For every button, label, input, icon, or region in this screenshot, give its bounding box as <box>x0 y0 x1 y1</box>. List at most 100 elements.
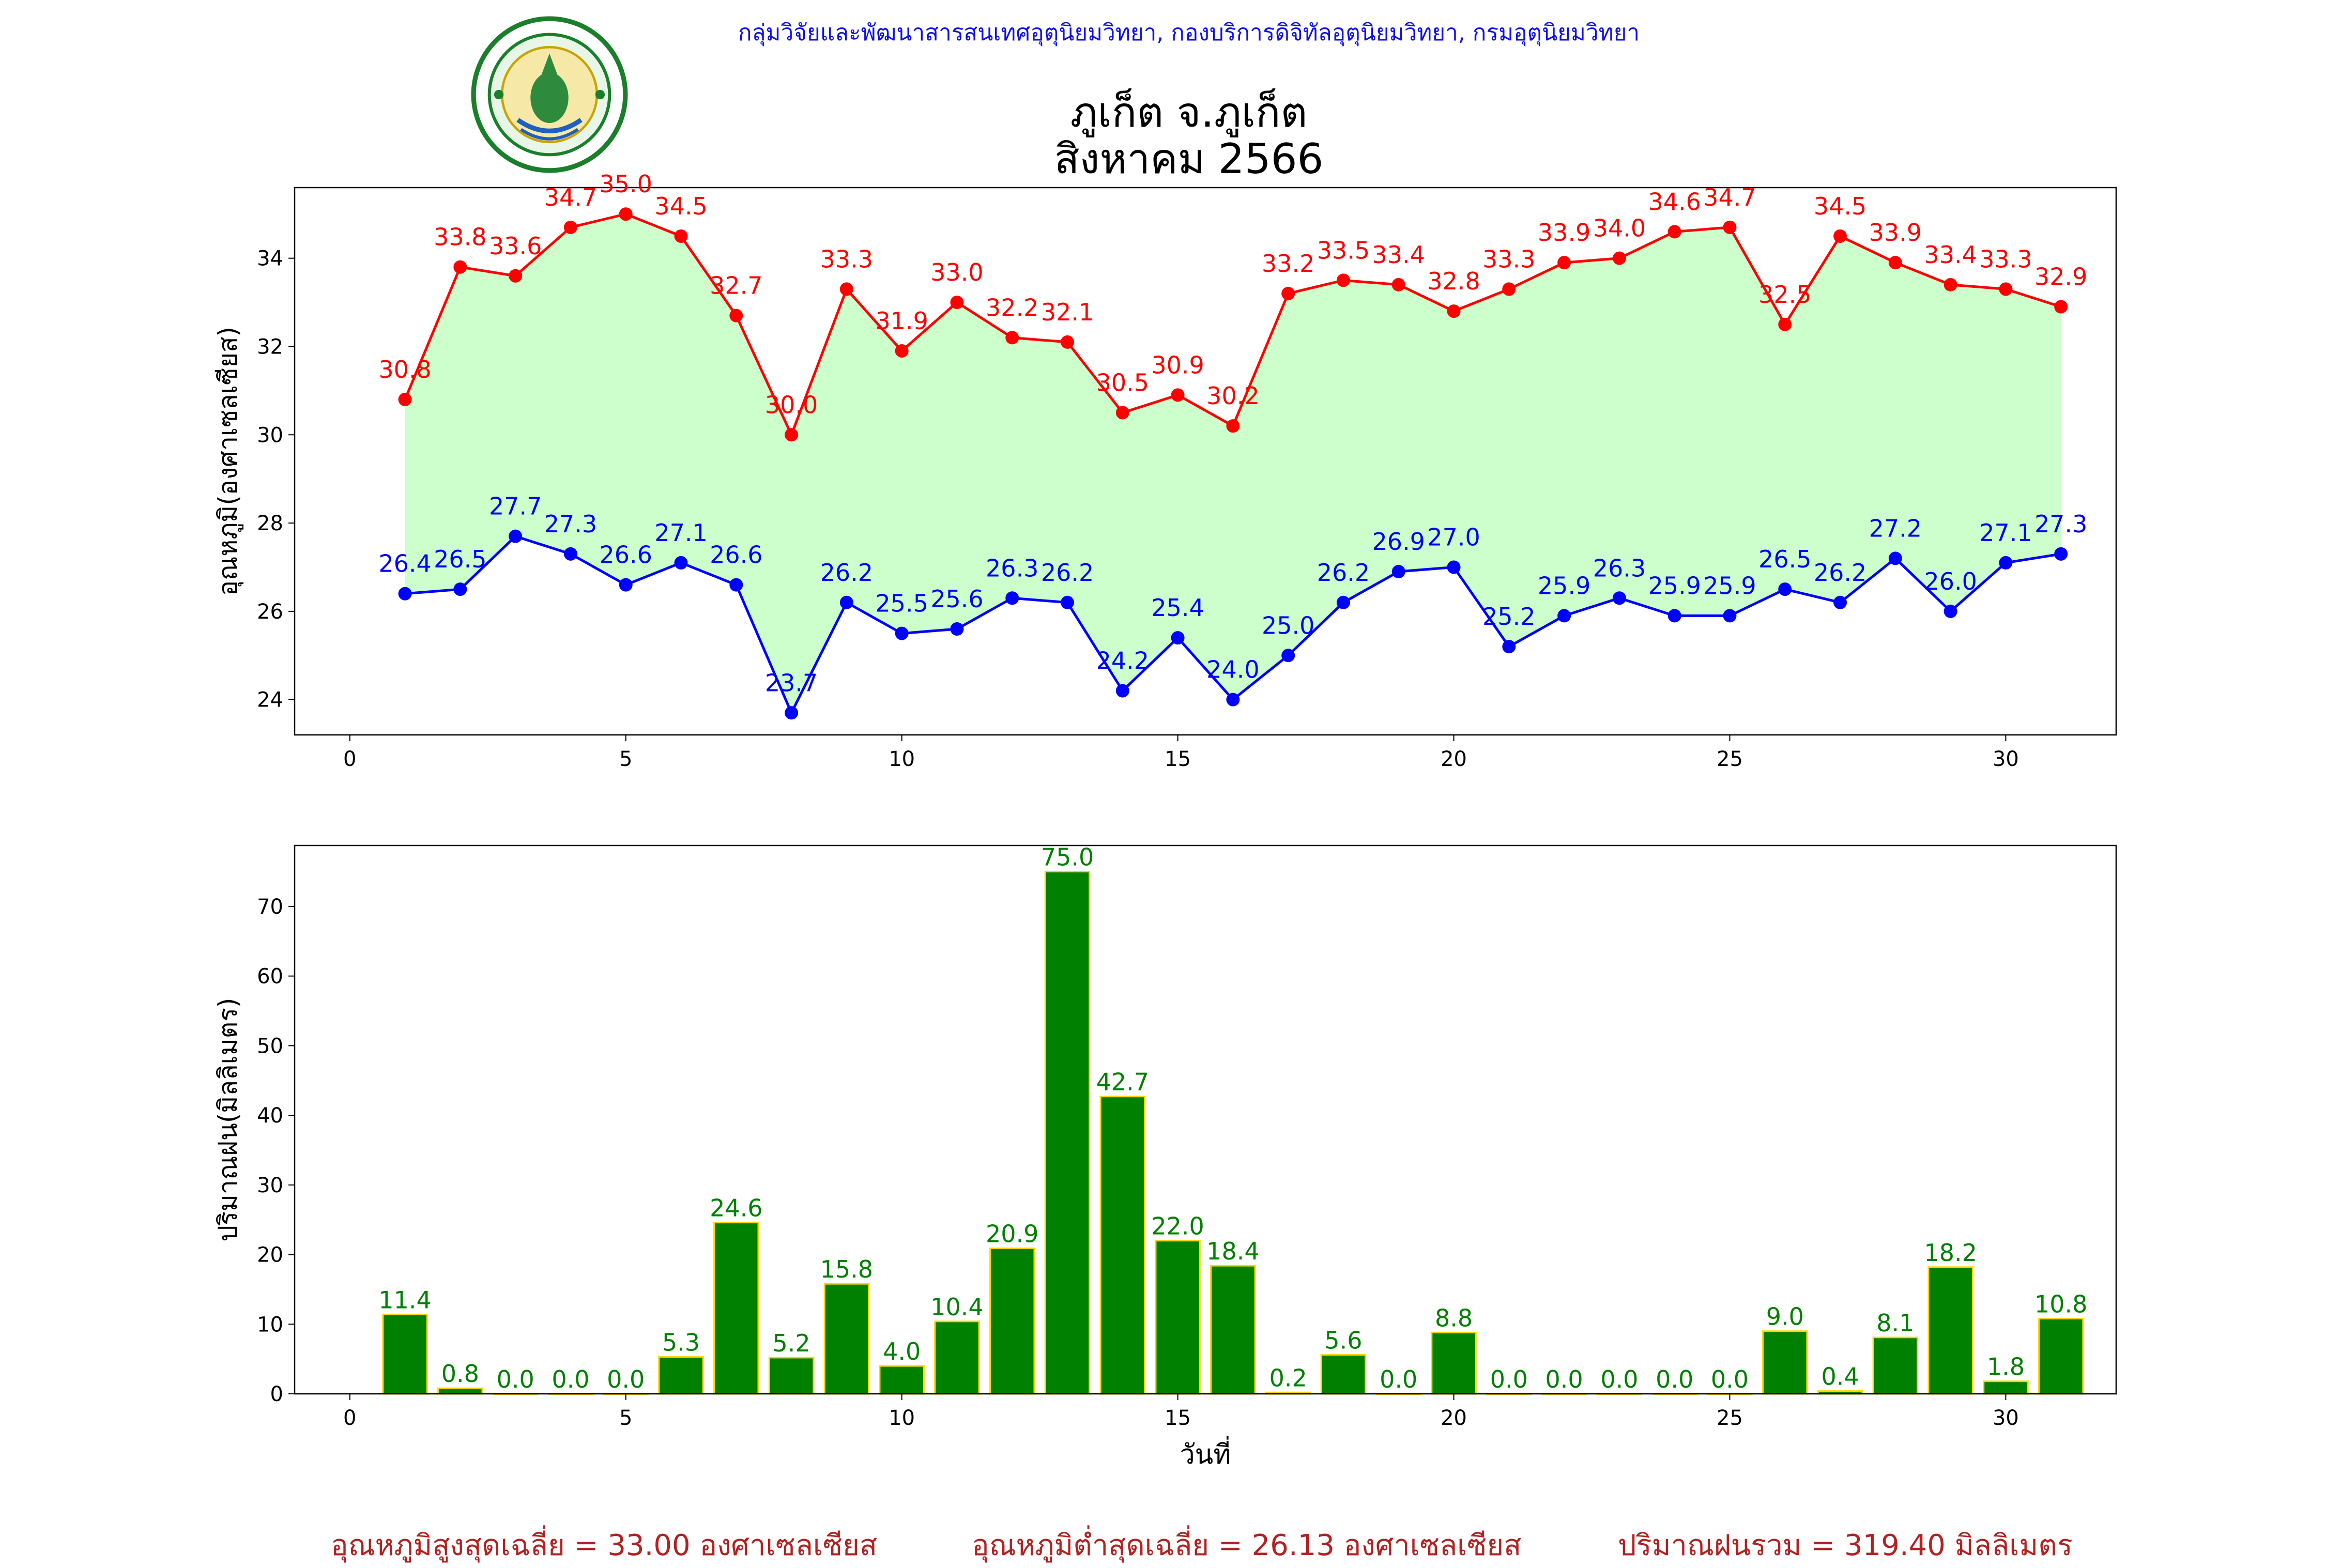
min-temperature-label: 25.6 <box>930 585 983 613</box>
max-temperature-label: 33.9 <box>1538 219 1590 247</box>
max-temperature-label: 32.8 <box>1427 267 1480 295</box>
temperature-y-tick-label: 34 <box>257 247 283 271</box>
rain-y-tick-label: 10 <box>257 1313 283 1336</box>
min-temperature-point <box>1723 609 1737 623</box>
min-temperature-point <box>453 582 467 596</box>
min-temperature-point <box>1833 595 1847 609</box>
rain-bar <box>1872 1336 1919 1395</box>
max-temperature-label: 32.7 <box>710 272 762 300</box>
max-temperature-label: 34.0 <box>1593 214 1646 242</box>
temperature-x-tick-label: 5 <box>619 747 632 771</box>
min-temperature-point <box>895 626 909 640</box>
rain-bar <box>1155 1240 1201 1395</box>
min-temperature-label: 27.3 <box>544 510 597 538</box>
rain-bar <box>1983 1380 2029 1395</box>
rain-bar-label: 0.0 <box>1545 1365 1583 1393</box>
min-temperature-label: 26.9 <box>1372 528 1425 556</box>
rain-bar-label: 0.0 <box>1656 1365 1693 1393</box>
min-temperature-label: 24.2 <box>1096 647 1149 675</box>
max-temperature-label: 32.1 <box>1041 298 1094 326</box>
max-temperature-label: 30.5 <box>1096 369 1149 397</box>
rain-bar-label: 1.8 <box>1987 1353 2025 1381</box>
rain-bar-label: 10.8 <box>2034 1290 2087 1318</box>
rain-x-tick-label: 15 <box>1165 1406 1191 1430</box>
temperature-y-tick-label: 28 <box>257 512 283 535</box>
rain-bar-label: 0.0 <box>497 1365 534 1393</box>
min-temperature-point <box>1005 591 1019 605</box>
min-temperature-label: 23.7 <box>765 669 818 697</box>
max-temperature-point <box>1005 331 1019 345</box>
temperature-x-tick-label: 20 <box>1441 747 1467 771</box>
min-temperature-point <box>509 529 523 543</box>
min-temperature-point <box>1061 595 1075 609</box>
max-temperature-label: 30.8 <box>378 356 431 383</box>
min-temperature-label: 26.2 <box>820 559 873 587</box>
max-temperature-label: 33.3 <box>1979 245 2032 273</box>
min-temperature-point <box>950 622 964 636</box>
rain-bar-label: 11.4 <box>378 1286 431 1314</box>
max-temperature-point <box>1612 251 1626 265</box>
min-temperature-point <box>398 587 412 601</box>
min-temperature-point <box>785 706 799 720</box>
min-temperature-point <box>1336 595 1350 609</box>
max-temperature-label: 30.2 <box>1206 382 1259 410</box>
min-temperature-label: 24.0 <box>1206 656 1259 684</box>
rain-bar <box>2038 1317 2084 1395</box>
max-temperature-label: 33.6 <box>489 232 542 260</box>
max-temperature-point <box>1115 406 1129 420</box>
rain-y-tick-label: 20 <box>257 1243 283 1267</box>
max-temperature-label: 33.0 <box>930 258 983 286</box>
rain-bar-label: 0.0 <box>1380 1365 1417 1393</box>
min-temperature-point <box>839 595 853 609</box>
max-temperature-label: 33.9 <box>1869 219 1922 247</box>
min-temperature-point <box>1999 556 2013 570</box>
rain-bar-label: 75.0 <box>1041 843 1094 871</box>
min-temperature-label: 26.6 <box>710 541 762 569</box>
max-temperature-point <box>839 282 853 296</box>
rain-bar-label: 0.0 <box>1711 1365 1749 1393</box>
rain-bar <box>1927 1266 1973 1395</box>
min-temperature-label: 27.3 <box>2034 510 2087 538</box>
min-temperature-label: 26.3 <box>1593 554 1646 582</box>
max-temperature-label: 32.2 <box>986 294 1038 321</box>
max-temperature-point <box>2054 300 2068 314</box>
max-temperature-label: 34.6 <box>1648 188 1701 216</box>
chart-title-station: ภูเก็ต จ.ภูเก็ต <box>1070 88 1308 136</box>
rain-bar-label: 18.2 <box>1924 1239 1977 1267</box>
max-temperature-point <box>619 207 633 221</box>
rain-y-tick-label: 0 <box>270 1382 283 1406</box>
rain-bar-label: 42.7 <box>1096 1068 1149 1096</box>
temperature-x-tick-label: 10 <box>889 747 915 771</box>
min-temperature-point <box>1888 551 1902 565</box>
temperature-y-tick-label: 24 <box>257 688 283 712</box>
max-temperature-point <box>1502 282 1516 296</box>
rain-x-axis-label: วันที่ <box>1180 1436 1231 1470</box>
max-temperature-point <box>729 309 743 322</box>
max-temperature-point <box>453 260 467 274</box>
rain-y-tick-label: 50 <box>257 1034 283 1058</box>
rain-bar-label: 0.2 <box>1269 1364 1307 1392</box>
max-temperature-point <box>1226 419 1240 433</box>
max-temperature-label: 34.7 <box>1703 183 1756 211</box>
max-temperature-point <box>950 296 964 310</box>
summary-avg-max: อุณหภูมิสูงสุดเฉลี่ย = 33.00 องศาเซลเซีย… <box>331 1529 878 1562</box>
max-temperature-point <box>1999 282 2013 296</box>
max-temperature-point <box>1944 278 1957 291</box>
min-temperature-label: 27.1 <box>654 519 707 547</box>
min-temperature-label: 26.5 <box>434 545 486 573</box>
max-temperature-point <box>895 344 909 358</box>
rain-bar-label: 8.8 <box>1435 1304 1473 1332</box>
max-temperature-label: 35.0 <box>600 170 652 198</box>
rain-bar <box>382 1313 428 1395</box>
rain-bar-label: 18.4 <box>1206 1237 1259 1265</box>
rain-bar-label: 5.6 <box>1324 1327 1362 1355</box>
max-temperature-label: 34.5 <box>1814 192 1866 220</box>
rain-bar-label: 22.0 <box>1151 1212 1204 1240</box>
temperature-x-tick-label: 15 <box>1165 747 1191 771</box>
min-temperature-label: 25.4 <box>1151 594 1204 622</box>
temperature-y-tick-label: 30 <box>257 423 283 447</box>
rain-bar <box>1320 1354 1367 1395</box>
min-temperature-label: 27.0 <box>1427 523 1480 551</box>
max-temperature-point <box>1888 256 1902 270</box>
rain-bar <box>879 1365 925 1395</box>
